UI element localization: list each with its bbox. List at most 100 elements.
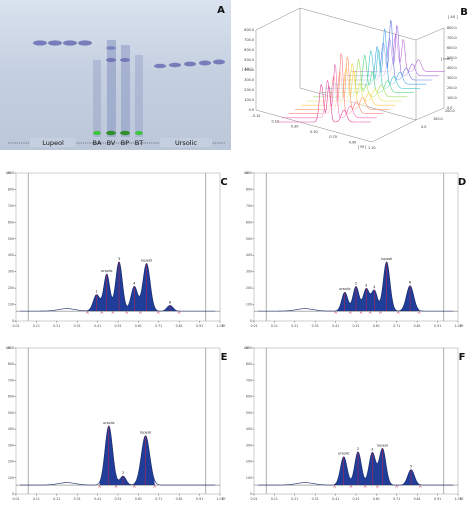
y-tick-group: 0.0 100.0 200.0 300.0 400.0 500.0 600.0 700.0 80…: [244, 28, 254, 112]
x-tick-label: 0.51: [114, 497, 121, 501]
y-tick-label: 200: [8, 286, 14, 290]
y-tick-label: 500: [246, 411, 252, 415]
x-tick-label: 0.41: [332, 324, 339, 328]
chromatogram-trace: [20, 425, 216, 486]
plot-frame: [15, 347, 221, 495]
x-tick-label: 0.71: [393, 497, 400, 501]
boundary-marker: [368, 311, 372, 314]
x-tick-label: 0.81: [176, 324, 183, 328]
boundary-marker: [395, 485, 399, 488]
peak-label: 2: [122, 471, 124, 475]
tlc-plate-panel: Lupeol Ursolic BA BV BP BT A: [0, 0, 231, 150]
x-tick-label: 0.61: [373, 497, 380, 501]
x-tick-group: -0.10 0.10 0.30 0.50 0.70 0.90 1.10: [252, 114, 376, 150]
tlc-plate-svg: Lupeol Ursolic BA BV BP BT A: [0, 0, 231, 150]
x-tick-label: 0.11: [271, 324, 278, 328]
boundary-marker: [100, 311, 104, 314]
z-tick-label: 100.0: [433, 117, 443, 121]
x-tick-label: 0.71: [393, 324, 400, 328]
x-tick-label: 0.51: [114, 324, 121, 328]
y-tick-label: 800: [8, 362, 14, 366]
right-tick-label: 0.0: [447, 106, 452, 110]
y-tick-label: 500: [8, 411, 14, 415]
chromatogram-trace: [20, 261, 216, 312]
boundary-marker: [379, 311, 382, 314]
boundary-marker: [132, 485, 136, 488]
lane-label-bp: BP: [121, 139, 129, 147]
x-axis-label: Rf: [222, 497, 226, 501]
densitogram-trace: [276, 84, 371, 123]
y-tick-label: 100: [246, 303, 252, 307]
boundary-marker: [114, 485, 118, 488]
ursolic-spots: [154, 59, 225, 69]
y-tick-label: 0: [250, 319, 252, 323]
y-tick-label: 600.0: [244, 48, 254, 52]
x-tick-label: 0.81: [414, 324, 421, 328]
x-tick-label: 0.41: [332, 497, 339, 501]
y-tick-label: 800: [8, 187, 14, 191]
y-tick-label: 900: [8, 346, 14, 350]
x-tick-label: 0.81: [414, 497, 421, 501]
ursolic-label: Ursolic: [175, 139, 197, 147]
y-tick-label: 900: [246, 346, 252, 350]
y-axis-label: AU: [6, 171, 11, 175]
right-tick-label: 100.0: [447, 96, 457, 100]
boundary-marker: [153, 485, 157, 488]
right-tick-label: 300.0: [447, 76, 457, 80]
peak-label: 3: [365, 283, 367, 287]
y-tick-label: 700: [246, 378, 252, 382]
y-tick-label: 400.0: [244, 68, 254, 72]
y-tick-label: 100.0: [244, 98, 254, 102]
y-tick-label: 700.0: [244, 38, 254, 42]
y-tick-label: 600: [246, 395, 252, 399]
chromatogram-f: 0 100 200 300 400 500 600 700 800 900 AU 0.01 0.11 0.…: [238, 338, 474, 516]
boundary-marker: [396, 311, 400, 314]
z-unit: [ mm ]: [441, 57, 453, 61]
z-tick-label: 200.0: [445, 109, 455, 113]
y-tick-label: 200.0: [244, 88, 254, 92]
boundary-marker: [417, 311, 421, 314]
x-tick-label: 0.61: [135, 497, 142, 501]
peak-label: 5: [410, 465, 412, 469]
lupeol-spots: [33, 40, 92, 46]
right-tick-label: 200.0: [447, 86, 457, 90]
boundary-marker: [156, 311, 160, 314]
densitogram-trace: [325, 48, 421, 89]
y-tick-label: 700: [8, 378, 14, 382]
y-tick-label: 300: [8, 443, 14, 447]
right-unit: [ AU ]: [448, 15, 458, 19]
boundary-marker: [139, 311, 142, 314]
peak-label: 4: [133, 281, 136, 285]
x-tick-label: 0.31: [312, 324, 319, 328]
y-tick-label: 100: [8, 303, 14, 307]
x-tick-label: 0.71: [155, 324, 162, 328]
y-tick-label: 400: [246, 253, 252, 257]
chromatogram-d: 0 100 200 300 400 500 600 700 800 900 AU 0.01 0.11 0.…: [238, 163, 474, 343]
y-tick-label: 500.0: [244, 58, 254, 62]
chromatogram-c: 0 100 200 300 400 500 600 700 800 900 AU 0.01 0.11 0.…: [0, 163, 236, 343]
x-axis-label: Rf: [222, 324, 226, 328]
densitogram-trace: [344, 24, 439, 77]
x-tick-label: 0.11: [271, 497, 278, 501]
peak-label: ursolic: [103, 421, 115, 425]
x-tick-label: 0.21: [53, 324, 60, 328]
densitogram-trace: [282, 63, 377, 119]
boundary-marker: [85, 311, 89, 314]
peak-label: 6: [409, 281, 412, 285]
y-tick-label: 700: [8, 204, 14, 208]
y-tick-label: 900: [8, 171, 14, 175]
y-axis-label: AU: [244, 171, 249, 175]
x-tick-label: 1.01: [216, 324, 223, 328]
boundary-marker: [98, 485, 102, 488]
y-tick-label: 200: [8, 460, 14, 464]
x-tick-label: 0.11: [33, 324, 40, 328]
x-tick-label: 0.21: [291, 497, 298, 501]
panel-letter: D: [458, 177, 466, 188]
y-tick-label: 0: [12, 492, 14, 496]
z-tick-label: 0.0: [421, 125, 426, 129]
y-tick-label: 0: [250, 492, 252, 496]
